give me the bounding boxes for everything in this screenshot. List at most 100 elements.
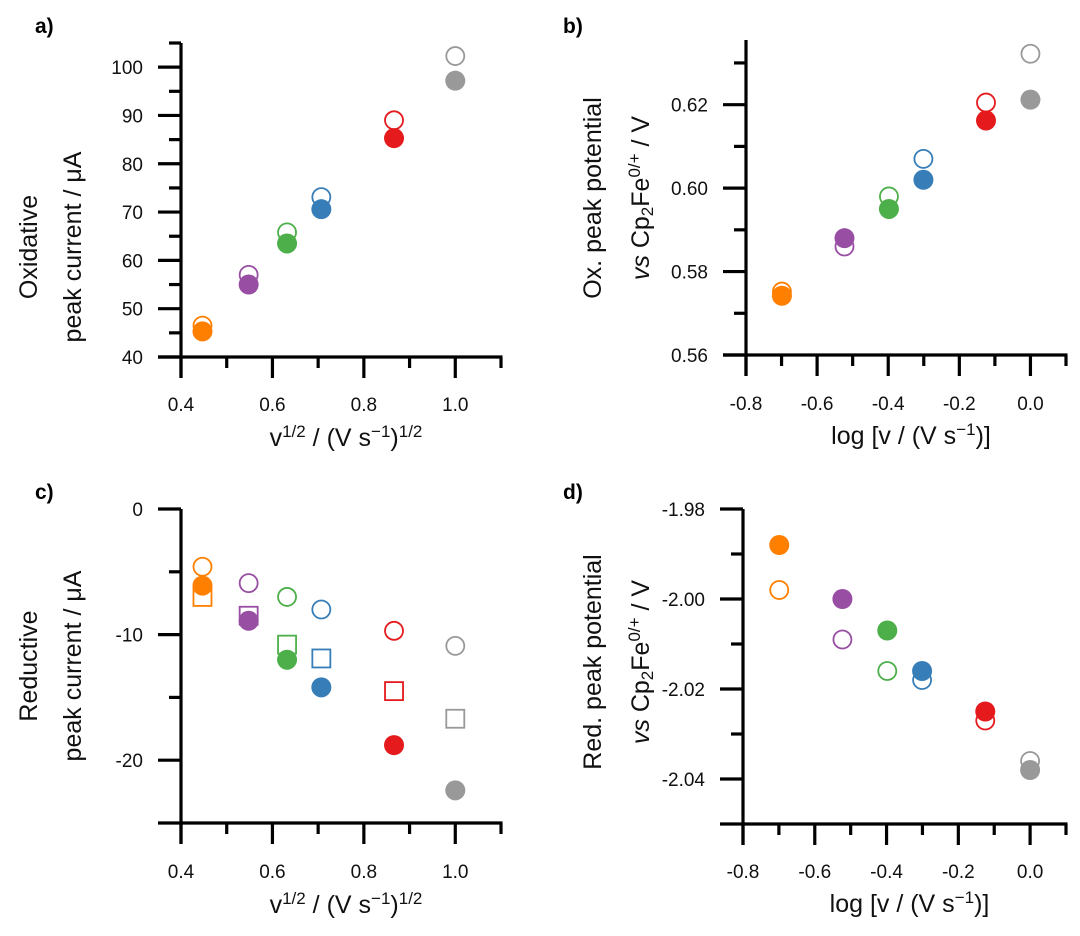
x-tick-label: 0.0 xyxy=(1017,394,1043,415)
data-point-filled-circle xyxy=(384,128,405,149)
data-points xyxy=(192,46,466,342)
y-axis-title-line-2-part: vs xyxy=(627,719,655,744)
data-point-filled-circle xyxy=(192,321,213,342)
data-point-open-circle xyxy=(445,636,466,656)
y-axis-title-line-2-part: 2 xyxy=(638,207,657,216)
y-tick-label: 40 xyxy=(122,348,143,369)
y-tick-label: 80 xyxy=(122,155,143,176)
data-point-filled-circle xyxy=(238,610,259,631)
x-tick-label: 0.8 xyxy=(351,862,377,883)
x-axis-title: v1/2 / (V s−1)1/2 xyxy=(270,889,423,919)
y-axis-title-line-2-part: Cp xyxy=(627,680,655,719)
x-tick-label: 0.4 xyxy=(168,395,195,416)
x-axis-title-part: 1/2 xyxy=(282,422,306,441)
data-point-filled-circle xyxy=(384,735,405,756)
x-axis-title-part: ) xyxy=(390,424,398,452)
y-tick-label: 60 xyxy=(122,251,143,272)
x-axis-title-part: log [v / (V s xyxy=(830,890,955,918)
x-tick-label: -0.8 xyxy=(727,862,760,883)
data-point-filled-circle xyxy=(192,575,213,596)
y-axis-title-line-2-part: Fe xyxy=(627,642,655,671)
y-tick-label: 100 xyxy=(111,58,143,79)
y-axis-title-line-2: vs Cp2Fe0/+ / V xyxy=(625,580,658,745)
y-axis-title-line-2-part: peak current / μA xyxy=(59,570,87,761)
data-point-filled-circle xyxy=(311,677,332,698)
data-point-open-circle xyxy=(913,149,934,169)
x-tick-label: 0.6 xyxy=(259,862,285,883)
data-point-filled-circle xyxy=(445,780,466,801)
x-tick-label: -0.6 xyxy=(801,394,834,415)
y-tick-label: 0.62 xyxy=(671,96,708,117)
y-tick-label: -1.98 xyxy=(662,500,705,521)
y-axis-title-line-2-part: / V xyxy=(627,116,655,154)
panel-label: b) xyxy=(563,15,583,38)
x-axis-title-part: )] xyxy=(976,422,991,450)
x-axis-title-part: ) xyxy=(390,891,398,919)
y-axis-title-line-1-part: Reductive xyxy=(15,610,43,721)
data-point-open-square xyxy=(311,648,332,669)
y-axis-title-line-1-part: Oxidative xyxy=(15,195,43,299)
x-axis-title-part: −1 xyxy=(956,420,975,439)
x-tick-label: -0.6 xyxy=(798,862,831,883)
x-tick-label: -0.4 xyxy=(870,862,903,883)
y-axis-title-line-1-part: Ox. peak potential xyxy=(579,97,607,299)
data-point-filled-circle xyxy=(769,535,790,555)
x-axis-title-part: −1 xyxy=(955,888,974,907)
data-point-filled-circle xyxy=(277,649,298,670)
x-axis-title: log [v / (V s−1)] xyxy=(830,888,990,918)
x-tick-label: 0.0 xyxy=(1017,862,1043,883)
y-tick-label: -10 xyxy=(116,626,143,647)
panel-label: c) xyxy=(35,481,54,504)
x-tick-label: -0.4 xyxy=(872,394,905,415)
x-axis-title: v1/2 / (V s−1)1/2 xyxy=(270,422,423,452)
y-tick-label: -2.02 xyxy=(662,680,705,701)
data-point-filled-circle xyxy=(912,661,933,681)
x-axis-title-part: 1/2 xyxy=(399,889,423,908)
data-point-filled-circle xyxy=(878,198,899,219)
y-axis-title-line-2-part: / V xyxy=(627,580,655,618)
data-point-filled-circle xyxy=(238,274,259,295)
data-point-filled-circle xyxy=(877,620,898,641)
y-axis-title-line-1: Ox. peak potential xyxy=(579,97,607,299)
x-axis-title-part: / (V s xyxy=(306,891,371,919)
panel-label: d) xyxy=(563,481,583,504)
x-tick-label: -0.8 xyxy=(730,394,763,415)
x-tick-label: 0.8 xyxy=(351,395,377,416)
x-tick-label: 0.6 xyxy=(259,395,285,416)
data-point-filled-circle xyxy=(913,169,934,190)
x-axis-title-part: 1/2 xyxy=(399,422,423,441)
y-tick-label: 90 xyxy=(122,106,143,127)
y-tick-label: 0 xyxy=(132,500,143,521)
x-tick-label: 1.0 xyxy=(442,395,468,416)
data-point-filled-circle xyxy=(277,233,298,254)
data-point-open-circle xyxy=(238,573,259,594)
y-axis-title-line-2: vs Cp2Fe0/+ / V xyxy=(625,116,658,281)
x-tick-label: -0.2 xyxy=(943,394,976,415)
y-axis-title-line-2-part: Fe xyxy=(627,178,655,207)
y-axis-title-line-2-part: 0/+ xyxy=(625,617,644,641)
data-point-filled-circle xyxy=(834,228,855,249)
y-axis-title-line-1: Red. peak potential xyxy=(579,554,607,769)
x-tick-label: 1.0 xyxy=(442,862,468,883)
y-tick-label: -20 xyxy=(116,751,143,772)
data-point-open-circle xyxy=(769,580,790,600)
y-axis-title-line-2-part: 0/+ xyxy=(625,153,644,177)
data-point-open-square xyxy=(384,681,404,702)
data-point-open-circle xyxy=(311,599,332,620)
data-point-open-circle xyxy=(1020,43,1041,64)
data-points xyxy=(192,556,466,801)
data-point-open-circle xyxy=(384,110,404,131)
y-tick-label: 0.56 xyxy=(671,346,708,367)
panel-label: a) xyxy=(35,15,54,38)
data-point-filled-circle xyxy=(1020,760,1041,780)
y-tick-label: 0.60 xyxy=(671,179,708,200)
x-tick-label: 0.4 xyxy=(168,862,195,883)
panel-b: b) -0.8 -0.6 -0.4 -0.2 0.0 0.56 0.58 0.60 0.62 log… xyxy=(563,15,1068,450)
data-point-filled-circle xyxy=(311,199,332,220)
y-tick-label: -2.00 xyxy=(662,590,705,611)
data-point-open-square xyxy=(445,708,466,729)
x-axis-title-part: −1 xyxy=(371,889,390,908)
y-axis-title-line-2-part: peak current / μA xyxy=(59,151,87,342)
y-axis-title-line-1: Reductive xyxy=(15,610,43,721)
